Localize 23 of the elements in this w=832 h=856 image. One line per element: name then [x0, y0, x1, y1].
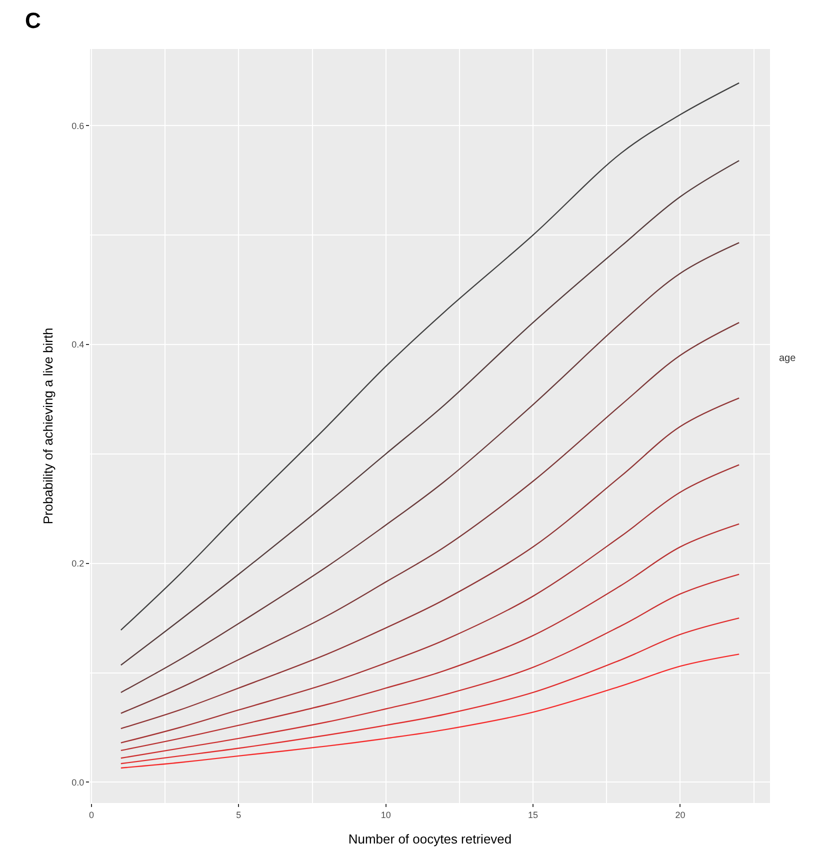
line-series — [120, 617, 740, 764]
line-series — [120, 464, 740, 744]
line-series — [120, 574, 740, 759]
x-tick-label: 5 — [236, 810, 242, 820]
line-series — [120, 654, 740, 769]
x-tick-label: 20 — [675, 810, 686, 820]
line-series — [120, 523, 740, 752]
y-tick-label: 0.4 — [72, 340, 84, 350]
chart-title: C — [24, 8, 41, 34]
y-tick-label: 0.2 — [72, 558, 84, 568]
x-tick-label: 10 — [380, 810, 391, 820]
y-tick-label: 0.0 — [72, 777, 84, 788]
x-axis-title: Number of oocytes retrieved — [348, 831, 512, 846]
y-axis-title: Probability of achieving a live birth — [40, 328, 56, 524]
x-tick-label: 0 — [88, 810, 94, 820]
line-series — [120, 322, 740, 714]
text: age — [779, 353, 796, 364]
line-series — [120, 82, 740, 631]
x-tick-label: 15 — [528, 810, 538, 820]
line-series — [120, 397, 740, 730]
line-series — [120, 160, 740, 666]
line-series — [120, 242, 740, 694]
y-tick-label: 0.6 — [72, 120, 84, 131]
